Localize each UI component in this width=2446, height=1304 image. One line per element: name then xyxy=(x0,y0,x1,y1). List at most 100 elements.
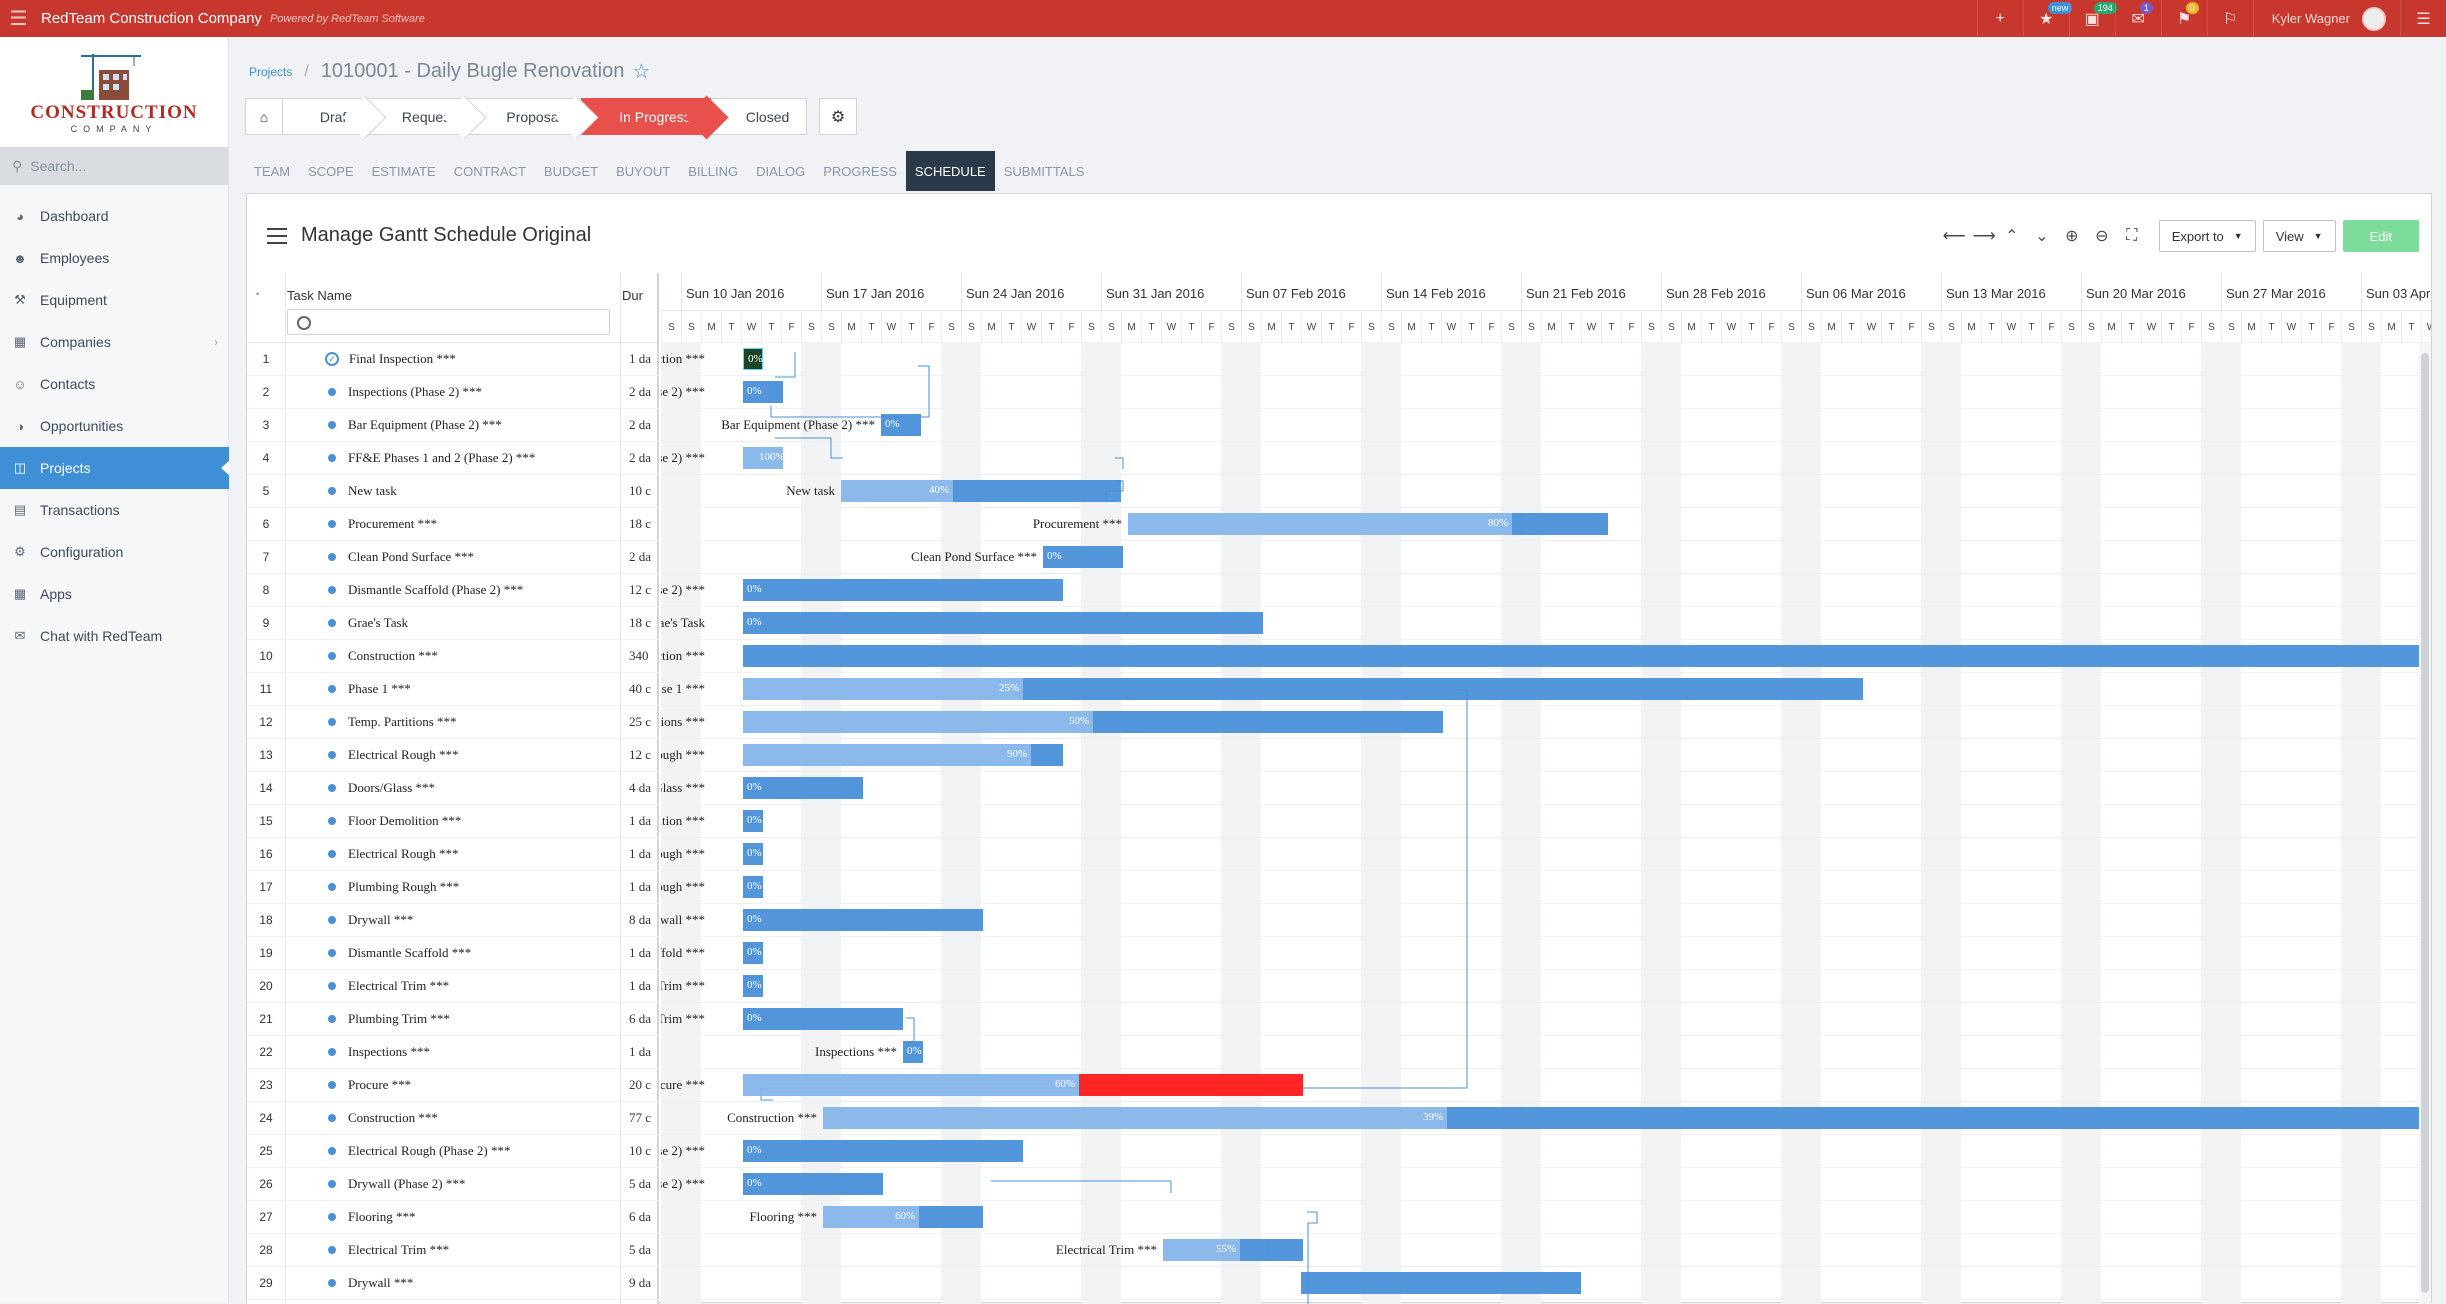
table-row[interactable]: 26 Drywall (Phase 2) *** 5 da xyxy=(247,1168,659,1201)
table-row[interactable]: 17 Plumbing Rough *** 1 da xyxy=(247,871,659,904)
task-bar[interactable]: 0% xyxy=(743,1173,883,1195)
task-bar[interactable]: 0% xyxy=(743,810,763,832)
task-duration[interactable]: 1 da xyxy=(629,879,652,894)
task-bar[interactable]: 60% xyxy=(743,1074,1303,1096)
task-bar[interactable]: 0% xyxy=(743,777,863,799)
tab-schedule[interactable]: SCHEDULE xyxy=(905,151,995,191)
task-duration[interactable]: 40 c xyxy=(629,681,652,696)
zoom-in-icon[interactable]: ⊕ xyxy=(2065,228,2079,245)
task-bar[interactable]: 50% xyxy=(743,711,1443,733)
status-draft[interactable]: Draft xyxy=(283,98,369,135)
task-bar[interactable]: 0% xyxy=(743,942,763,964)
expand-all-icon[interactable]: ⌄ xyxy=(2035,228,2049,245)
tab-dialog[interactable]: DIALOG xyxy=(756,163,806,179)
table-row[interactable]: 6 Procurement *** 18 c xyxy=(247,508,659,541)
task-name[interactable]: New task xyxy=(348,483,397,498)
task-bar[interactable]: 0% xyxy=(743,612,1263,634)
tab-scope[interactable]: SCOPE xyxy=(308,163,354,179)
table-row[interactable]: 19 Dismantle Scaffold *** 1 da xyxy=(247,937,659,970)
task-bar[interactable]: 0% xyxy=(743,348,763,370)
tasks-icon[interactable]: ▣ 194 xyxy=(2068,0,2117,37)
status-in-progress[interactable]: In Progress xyxy=(581,98,711,135)
sidebar-item-employees[interactable]: ☻ Employees xyxy=(0,237,228,279)
task-duration[interactable]: 2 da xyxy=(629,384,652,399)
sidebar-item-contacts[interactable]: ☺ Contacts xyxy=(0,363,228,405)
task-name[interactable]: Electrical Rough (Phase 2) *** xyxy=(348,1143,511,1158)
task-duration[interactable]: 12 c xyxy=(629,747,652,762)
task-name[interactable]: Bar Equipment (Phase 2) *** xyxy=(348,417,502,432)
task-name[interactable]: Doors/Glass *** xyxy=(348,780,436,795)
sidebar-item-companies[interactable]: ▦ Companies › xyxy=(0,321,228,363)
task-duration[interactable]: 1 da xyxy=(629,813,652,828)
table-row[interactable]: 13 Electrical Rough *** 12 c xyxy=(247,739,659,772)
task-duration[interactable]: 2 da xyxy=(629,417,652,432)
task-duration[interactable]: 10 c xyxy=(629,483,652,498)
task-duration[interactable]: 1 da xyxy=(629,978,652,993)
task-bar[interactable]: 0% xyxy=(903,1041,923,1063)
task-duration[interactable]: 9 da xyxy=(629,1275,652,1290)
task-duration[interactable]: 6 da xyxy=(629,1011,652,1026)
task-duration[interactable]: 1 da xyxy=(629,351,652,366)
edit-button[interactable]: Edit xyxy=(2342,220,2419,252)
task-name[interactable]: Flooring *** xyxy=(348,1209,416,1224)
gear-icon[interactable]: ⚙ xyxy=(819,98,857,135)
task-name[interactable]: Floor Demolition *** xyxy=(348,813,462,828)
task-bar[interactable]: 0% xyxy=(1043,546,1123,568)
table-row[interactable]: 4 FF&E Phases 1 and 2 (Phase 2) *** 2 da xyxy=(247,442,659,475)
table-row[interactable]: 21 Plumbing Trim *** 6 da xyxy=(247,1003,659,1036)
task-name[interactable]: Inspections (Phase 2) *** xyxy=(348,384,482,399)
flag-icon[interactable]: ⚐ xyxy=(2206,0,2253,37)
task-bar[interactable]: 0% xyxy=(743,975,763,997)
user-menu[interactable]: Kyler Wagner xyxy=(2252,0,2400,37)
task-duration[interactable]: 2 da xyxy=(629,549,652,564)
task-bar[interactable]: 0% xyxy=(743,843,763,865)
task-bar[interactable]: 60% xyxy=(823,1206,983,1228)
task-name[interactable]: Dismantle Scaffold *** xyxy=(348,945,472,960)
task-name[interactable]: Drywall *** xyxy=(348,1275,414,1290)
task-name[interactable]: Procure *** xyxy=(348,1077,412,1092)
sidebar-item-opportunities[interactable]: ◑ Opportunities xyxy=(0,405,228,447)
search-input[interactable]: ⚲ Search... xyxy=(0,147,228,185)
table-row[interactable]: 1 ✓ Final Inspection *** 1 da xyxy=(247,343,659,376)
task-bar[interactable]: 25% xyxy=(743,678,1863,700)
task-name[interactable]: Clean Pond Surface *** xyxy=(348,549,475,564)
task-duration[interactable]: 10 c xyxy=(629,1143,652,1158)
task-duration[interactable]: 4 da xyxy=(629,780,652,795)
hamburger-icon[interactable]: ☰ xyxy=(2400,0,2446,37)
vertical-scrollbar[interactable] xyxy=(2419,343,2431,1304)
table-row[interactable]: 12 Temp. Partitions *** 25 c xyxy=(247,706,659,739)
task-duration[interactable]: 1 da xyxy=(629,1044,652,1059)
table-row[interactable]: 7 Clean Pond Surface *** 2 da xyxy=(247,541,659,574)
task-name[interactable]: Drywall (Phase 2) *** xyxy=(348,1176,466,1191)
favorite-star-icon[interactable]: ☆ xyxy=(632,61,651,83)
table-row[interactable]: 8 Dismantle Scaffold (Phase 2) *** 12 c xyxy=(247,574,659,607)
task-duration[interactable]: 2 da xyxy=(629,450,652,465)
task-duration[interactable]: 340 xyxy=(629,648,649,663)
task-name[interactable]: Electrical Trim *** xyxy=(348,1242,450,1257)
task-bar[interactable]: 80% xyxy=(1128,513,1608,535)
plus-icon[interactable]: + xyxy=(1976,0,2023,37)
task-duration[interactable]: 8 da xyxy=(629,912,652,927)
tab-progress[interactable]: PROGRESS xyxy=(823,163,897,179)
task-name[interactable]: Procurement *** xyxy=(348,516,438,531)
table-row[interactable]: 3 Bar Equipment (Phase 2) *** 2 da xyxy=(247,409,659,442)
task-bar[interactable]: 55% xyxy=(1163,1239,1303,1261)
task-bar[interactable]: 0% xyxy=(743,909,983,931)
collapse-all-icon[interactable]: ⌃ xyxy=(2005,228,2019,245)
status-closed[interactable]: Closed xyxy=(711,98,807,135)
task-bar[interactable] xyxy=(743,645,2423,667)
table-row[interactable]: 25 Electrical Rough (Phase 2) *** 10 c xyxy=(247,1135,659,1168)
notifications-icon[interactable]: ⚑ 0 xyxy=(2160,0,2207,37)
tab-submittals[interactable]: SUBMITTALS xyxy=(1003,163,1085,179)
task-bar[interactable]: 0% xyxy=(743,1140,1023,1162)
tab-estimate[interactable]: ESTIMATE xyxy=(371,163,436,179)
task-name[interactable]: Dismantle Scaffold (Phase 2) *** xyxy=(348,582,524,597)
tab-budget[interactable]: BUDGET xyxy=(543,163,599,179)
tab-team[interactable]: TEAM xyxy=(254,163,291,179)
sidebar-item-equipment[interactable]: ⚒ Equipment xyxy=(0,279,228,321)
table-row[interactable]: 24 Construction *** 77 c xyxy=(247,1102,659,1135)
breadcrumb-projects-link[interactable]: Projects xyxy=(249,64,293,79)
task-name[interactable]: Plumbing Rough *** xyxy=(348,879,460,894)
zoom-out-icon[interactable]: ⊖ xyxy=(2095,228,2109,245)
task-name[interactable]: Temp. Partitions *** xyxy=(348,714,457,729)
